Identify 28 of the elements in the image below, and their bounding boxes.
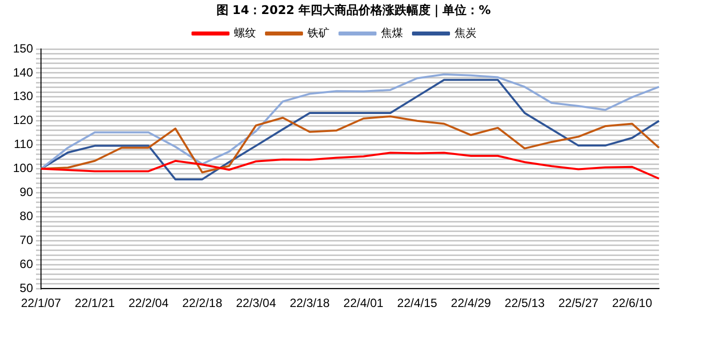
x-tick-label: 22/4/01 [343,296,384,310]
x-tick-label: 22/3/18 [290,296,330,310]
legend-label: 螺纹 [234,26,256,40]
x-tick-label: 22/1/21 [74,296,116,310]
y-tick-label: 80 [20,209,34,224]
x-tick-label: 22/3/04 [236,296,276,310]
legend-label: 焦炭 [454,26,476,40]
x-tick-label: 22/2/04 [128,296,169,310]
y-tick-label: 110 [14,137,34,152]
y-tick-label: 140 [12,65,34,80]
x-tick-label: 22/6/10 [612,296,652,310]
x-tick-label: 22/5/13 [504,296,545,310]
x-tick-label: 22/4/29 [450,296,492,310]
chart-title: 图 14：2022 年四大商品价格涨跌幅度｜单位：% [215,2,492,19]
y-tick-label: 50 [20,280,34,295]
y-tick-label: 150 [12,41,34,56]
y-tick-label: 130 [12,89,34,104]
x-tick-label: 22/4/15 [397,296,438,310]
legend-label: 铁矿 [306,26,330,40]
legend-label: 焦煤 [381,26,403,40]
y-tick-label: 120 [12,113,34,128]
y-tick-label: 70 [20,232,34,247]
y-tick-label: 90 [20,185,34,200]
x-tick-label: 22/2/18 [182,296,223,310]
x-tick-label: 22/5/27 [558,296,599,310]
y-tick-label: 100 [12,161,34,176]
y-tick-label: 60 [20,256,34,271]
x-tick-label: 22/1/07 [21,296,62,310]
